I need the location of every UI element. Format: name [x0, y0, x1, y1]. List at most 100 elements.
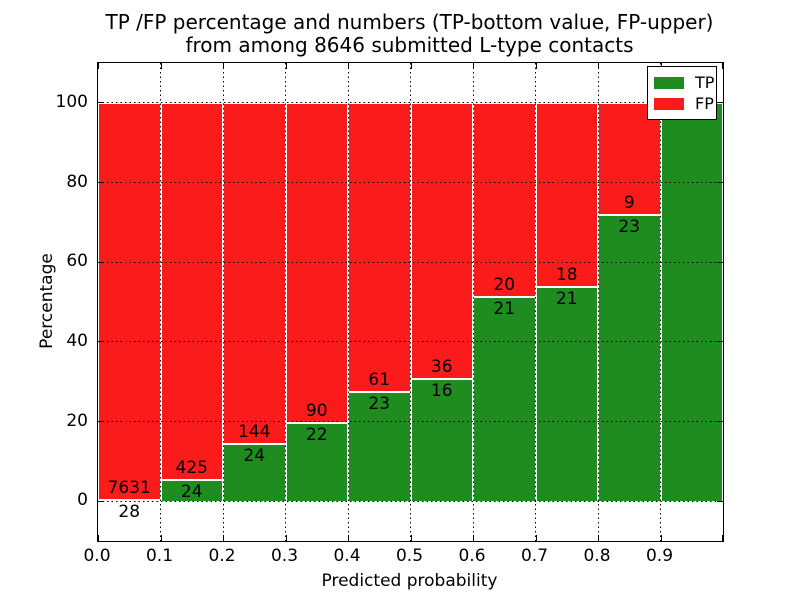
x-tick-mark-top	[722, 63, 723, 69]
x-tick-mark-top	[535, 63, 537, 69]
bar-segment-tp	[223, 444, 286, 502]
x-tick-mark-top	[473, 63, 474, 69]
x-tick-label: 0.6	[458, 546, 486, 566]
bar-segment-fp	[223, 102, 286, 445]
y-tick-label: 40	[66, 330, 88, 351]
gridline-horizontal	[98, 500, 723, 502]
y-tick-mark	[98, 102, 104, 104]
bar-label-fp: 20	[493, 275, 516, 296]
bar-label-fp: 61	[368, 370, 391, 391]
bar-segment-fp	[160, 102, 223, 480]
x-axis-label: Predicted probability	[321, 571, 498, 591]
bar-segment-fp	[348, 102, 411, 393]
bar-segment-tp	[410, 378, 473, 502]
y-tick-mark-right	[717, 261, 723, 263]
x-tick-mark-top	[285, 63, 287, 69]
gridline-vertical	[472, 63, 474, 541]
y-tick-label: 20	[66, 410, 88, 431]
x-tick-mark	[473, 535, 474, 541]
bar-label-fp: 18	[555, 264, 578, 285]
x-tick-mark	[98, 535, 99, 541]
gridline-horizontal	[98, 182, 723, 183]
x-tick-label: 0.1	[145, 546, 174, 566]
bar-label-tp: 23	[368, 394, 391, 415]
x-tick-label: 0.3	[270, 546, 299, 566]
bar-label-tp: 22	[305, 424, 328, 445]
y-tick-mark	[98, 341, 104, 343]
bar-segment-fp	[285, 102, 348, 423]
y-tick-mark-right	[717, 500, 723, 502]
x-tick-mark	[598, 535, 599, 541]
gridline-horizontal	[98, 102, 723, 104]
x-tick-mark	[410, 535, 412, 541]
chart-title-line1: TP /FP percentage and numbers (TP-bottom…	[105, 10, 714, 34]
bar-label-fp: 90	[305, 400, 328, 421]
chart-title: TP /FP percentage and numbers (TP-bottom…	[97, 11, 722, 57]
bar-segment-fp	[98, 102, 161, 500]
gridline-vertical	[535, 63, 536, 541]
gridline-horizontal	[98, 261, 723, 263]
bar-label-tp: 21	[493, 299, 516, 320]
gridline-vertical	[410, 63, 411, 541]
x-tick-mark	[722, 535, 723, 541]
x-tick-label: 0.4	[333, 546, 361, 566]
x-tick-mark	[285, 535, 287, 541]
legend-swatch-fp-icon	[654, 97, 684, 110]
legend-item-tp: TP	[654, 73, 714, 92]
bar-label-tp: 16	[430, 380, 453, 401]
y-tick-mark	[98, 182, 104, 183]
bar-label-tp: 24	[180, 481, 203, 502]
x-tick-label: 0.9	[645, 546, 674, 566]
bar-label-tp: 24	[243, 446, 266, 467]
x-tick-mark-top	[598, 63, 599, 69]
legend-label-tp: TP	[695, 72, 715, 92]
bar-label-tp: 21	[555, 288, 578, 309]
x-tick-label: 0.8	[583, 546, 611, 566]
bar-label-tp: 23	[618, 216, 641, 237]
gridline-vertical	[660, 63, 661, 541]
y-tick-label: 100	[55, 91, 88, 112]
gridline-vertical	[160, 63, 161, 541]
x-tick-mark	[660, 535, 662, 541]
bar-segment-fp	[410, 102, 473, 379]
bar-label-fp: 36	[430, 356, 453, 377]
y-tick-label: 80	[66, 171, 88, 192]
legend: TP FP	[647, 66, 717, 120]
bar-label-tp: 28	[118, 501, 141, 522]
x-tick-mark-top	[160, 63, 162, 69]
y-tick-mark	[98, 261, 104, 263]
x-tick-mark	[223, 535, 224, 541]
x-tick-mark	[535, 535, 537, 541]
chart-title-line2: from among 8646 submitted L-type contact…	[185, 33, 634, 57]
legend-swatch-tp-icon	[654, 76, 684, 89]
y-tick-label: 60	[66, 251, 88, 272]
gridline-vertical	[222, 63, 224, 541]
bar-segment-tp	[660, 102, 723, 502]
x-tick-mark	[348, 535, 349, 541]
bar-segment-tp	[598, 214, 661, 502]
bar-segment-tp	[535, 286, 598, 502]
y-tick-mark	[98, 500, 104, 502]
x-tick-mark-top	[98, 63, 99, 69]
plot-area: 7631284252414424902261233616202118219231…	[97, 62, 724, 542]
x-tick-mark-top	[348, 63, 349, 69]
x-tick-mark-top	[223, 63, 224, 69]
gridline-horizontal	[98, 421, 723, 422]
x-tick-mark-top	[410, 63, 412, 69]
legend-label-fp: FP	[695, 93, 714, 113]
gridline-vertical	[347, 63, 349, 541]
bar-segment-tp	[473, 297, 536, 502]
y-tick-mark-right	[717, 102, 723, 104]
x-tick-label: 0.2	[208, 546, 236, 566]
gridline-vertical	[597, 63, 599, 541]
bar-label-fp: 7631	[107, 477, 151, 498]
x-tick-mark	[160, 535, 162, 541]
legend-item-fp: FP	[654, 94, 714, 113]
bar-label-fp: 9	[623, 192, 635, 213]
x-tick-label: 0.7	[520, 546, 549, 566]
gridline-horizontal	[98, 341, 723, 343]
y-tick-mark-right	[717, 341, 723, 343]
bar-segment-fp	[473, 102, 536, 298]
gridline-vertical	[285, 63, 286, 541]
